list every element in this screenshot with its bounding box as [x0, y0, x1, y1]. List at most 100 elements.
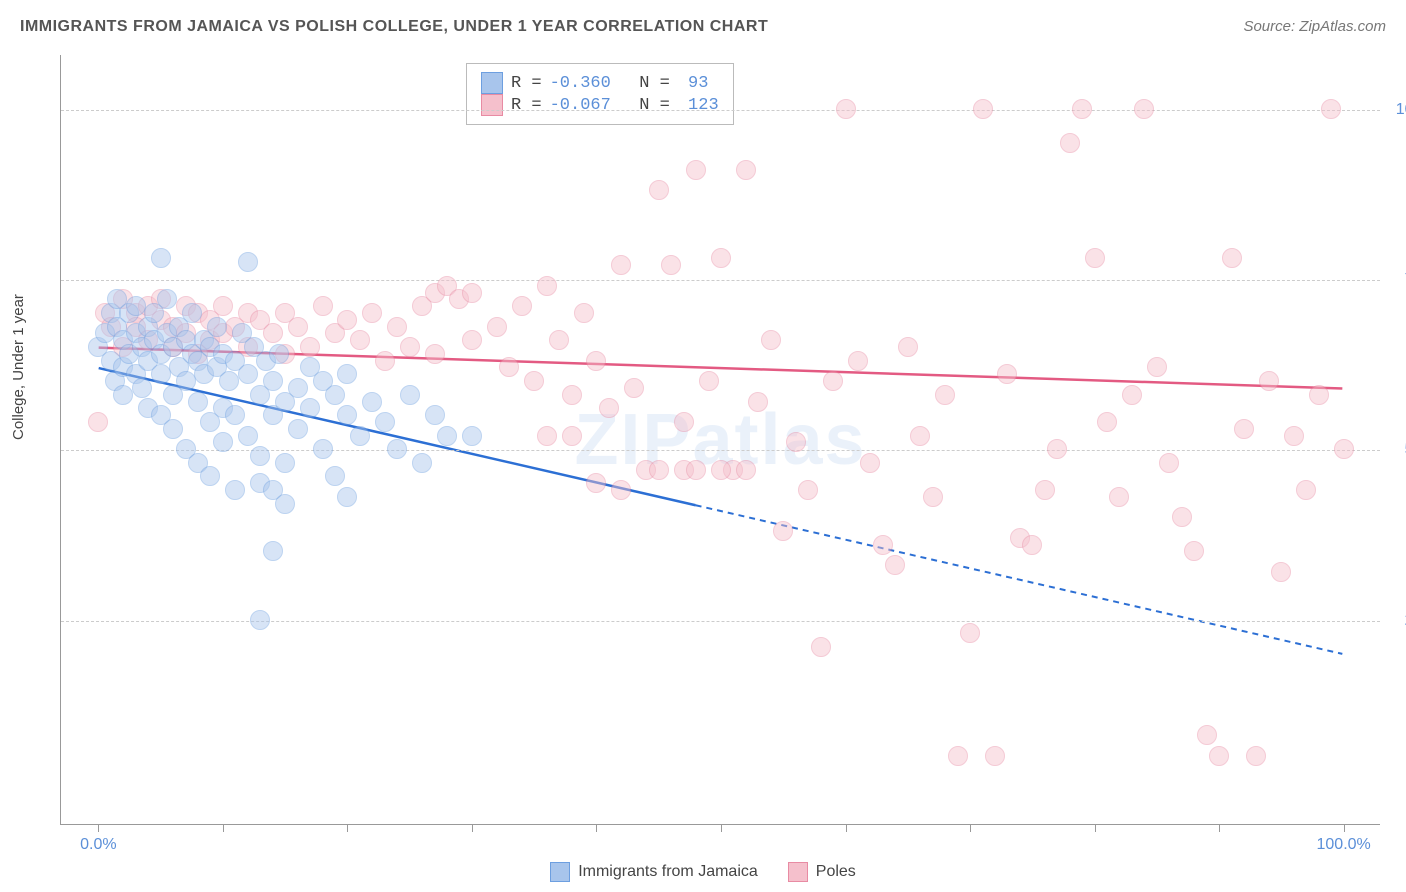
data-point	[948, 746, 968, 766]
data-point	[163, 419, 183, 439]
data-point	[213, 296, 233, 316]
data-point	[985, 746, 1005, 766]
data-point	[1246, 746, 1266, 766]
data-point	[487, 317, 507, 337]
data-point	[512, 296, 532, 316]
data-point	[325, 466, 345, 486]
data-point	[375, 412, 395, 432]
data-point	[1134, 99, 1154, 119]
data-point	[462, 330, 482, 350]
data-point	[997, 364, 1017, 384]
data-point	[250, 446, 270, 466]
data-point	[288, 419, 308, 439]
data-point	[219, 371, 239, 391]
data-point	[574, 303, 594, 323]
data-point	[611, 255, 631, 275]
data-point	[300, 398, 320, 418]
data-point	[1072, 99, 1092, 119]
data-point	[823, 371, 843, 391]
data-point	[1234, 419, 1254, 439]
data-point	[973, 99, 993, 119]
data-point	[898, 337, 918, 357]
data-point	[1035, 480, 1055, 500]
data-point	[362, 392, 382, 412]
x-tick	[347, 824, 348, 832]
data-point	[350, 330, 370, 350]
x-tick	[970, 824, 971, 832]
data-point	[773, 521, 793, 541]
data-point	[885, 555, 905, 575]
legend-item: Immigrants from Jamaica	[550, 862, 758, 882]
source-label: Source: ZipAtlas.com	[1243, 18, 1386, 35]
legend-row: R = -0.067 N = 123	[481, 94, 719, 116]
data-point	[275, 453, 295, 473]
data-point	[661, 255, 681, 275]
data-point	[786, 432, 806, 452]
data-point	[586, 351, 606, 371]
data-point	[1022, 535, 1042, 555]
data-point	[537, 276, 557, 296]
data-point	[250, 610, 270, 630]
data-point	[337, 487, 357, 507]
gridline-horizontal	[61, 110, 1380, 111]
y-axis-label: College, Under 1 year	[10, 294, 27, 440]
data-point	[188, 392, 208, 412]
data-point	[686, 160, 706, 180]
data-point	[1309, 385, 1329, 405]
data-point	[200, 466, 220, 486]
data-point	[935, 385, 955, 405]
data-point	[1197, 725, 1217, 745]
data-point	[151, 248, 171, 268]
data-point	[1284, 426, 1304, 446]
data-point	[207, 317, 227, 337]
x-tick	[721, 824, 722, 832]
data-point	[1060, 133, 1080, 153]
data-point	[400, 337, 420, 357]
data-point	[910, 426, 930, 446]
data-point	[88, 412, 108, 432]
data-point	[562, 385, 582, 405]
data-point	[437, 426, 457, 446]
data-point	[337, 405, 357, 425]
data-point	[960, 623, 980, 643]
data-point	[674, 412, 694, 432]
data-point	[562, 426, 582, 446]
data-point	[524, 371, 544, 391]
data-point	[300, 337, 320, 357]
data-point	[736, 460, 756, 480]
data-point	[586, 473, 606, 493]
data-point	[1184, 541, 1204, 561]
data-point	[126, 296, 146, 316]
legend-row: R = -0.360 N = 93	[481, 72, 719, 94]
data-point	[649, 180, 669, 200]
data-point	[425, 405, 445, 425]
data-point	[1097, 412, 1117, 432]
data-point	[182, 303, 202, 323]
x-tick	[98, 824, 99, 832]
x-tick	[472, 824, 473, 832]
gridline-horizontal	[61, 280, 1380, 281]
correlation-legend: R = -0.360 N = 93R = -0.067 N = 123	[466, 63, 734, 125]
data-point	[611, 480, 631, 500]
data-point	[860, 453, 880, 473]
data-point	[499, 357, 519, 377]
data-point	[699, 371, 719, 391]
legend-item: Poles	[788, 862, 856, 882]
data-point	[238, 252, 258, 272]
data-point	[761, 330, 781, 350]
data-point	[1047, 439, 1067, 459]
data-point	[836, 99, 856, 119]
data-point	[263, 323, 283, 343]
data-point	[157, 289, 177, 309]
data-point	[1321, 99, 1341, 119]
x-tick	[223, 824, 224, 832]
data-point	[288, 378, 308, 398]
data-point	[269, 344, 289, 364]
x-tick-label: 100.0%	[1317, 836, 1371, 854]
data-point	[1172, 507, 1192, 527]
data-point	[313, 296, 333, 316]
data-point	[649, 460, 669, 480]
data-point	[263, 371, 283, 391]
data-point	[387, 317, 407, 337]
data-point	[288, 317, 308, 337]
